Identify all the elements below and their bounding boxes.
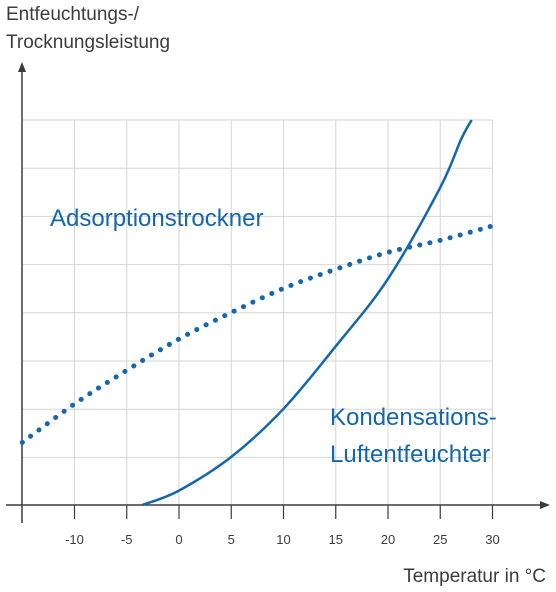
x-axis-arrow [540, 501, 550, 509]
x-tick-label-3: 5 [228, 532, 235, 547]
x-tick-label-6: 20 [381, 532, 395, 547]
axes [6, 62, 550, 523]
x-tick-label-5: 15 [329, 532, 343, 547]
x-tick-label-8: 30 [485, 532, 499, 547]
x-tick-label-2: 0 [175, 532, 182, 547]
y-axis-arrow [18, 62, 26, 72]
series-line-kondensations-luftentfeuchter [141, 119, 473, 507]
y-axis-title-line2: Trocknungsleistung [6, 32, 170, 53]
series-label-adsorptionstrockner: Adsorptionstrockner [50, 205, 263, 232]
x-tick-label-0: -10 [65, 532, 84, 547]
x-tick-labels: -10 -5 0 5 10 15 20 25 30 [65, 532, 500, 547]
y-axis-title-line1: Entfeuchtungs-/ [6, 4, 140, 25]
x-tick-label-7: 25 [433, 532, 447, 547]
series-line-adsorptionstrockner [19, 223, 495, 445]
series-label-kondensations-line2: Luftentfeuchter [330, 441, 490, 468]
series-label-kondensations-line1: Kondensations- [330, 404, 497, 431]
x-tick-label-1: -5 [121, 532, 133, 547]
grid [22, 119, 493, 505]
x-axis-title: Temperatur in °C [403, 566, 546, 587]
x-tick-label-4: 10 [276, 532, 290, 547]
series-layer [19, 119, 495, 507]
